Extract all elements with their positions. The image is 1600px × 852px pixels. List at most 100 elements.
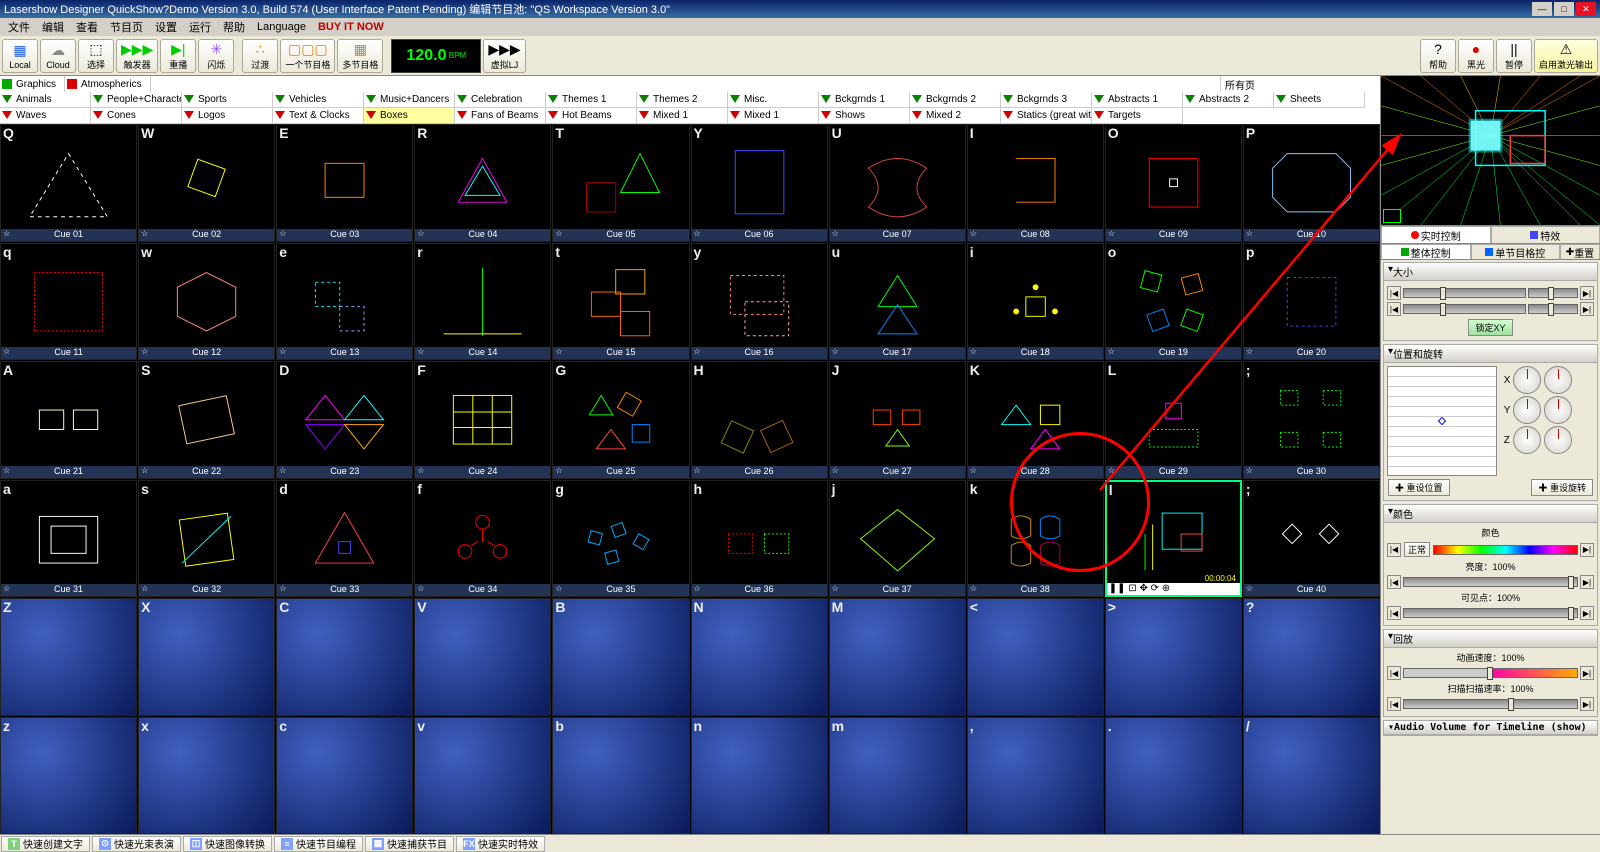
cue-cell-21[interactable]: SCue 22 xyxy=(138,361,275,479)
cue-cell-15[interactable]: yCue 16 xyxy=(691,243,828,361)
toolbtn-多节目格[interactable]: ▦多节目格 xyxy=(337,39,383,73)
cue-cell-28[interactable]: LCue 29 xyxy=(1105,361,1242,479)
cue-cell-16[interactable]: uCue 17 xyxy=(829,243,966,361)
cue-cell-22[interactable]: DCue 23 xyxy=(276,361,413,479)
position-grid[interactable] xyxy=(1387,366,1497,476)
menu-查看[interactable]: 查看 xyxy=(70,19,104,35)
cue-cell-46[interactable]: M xyxy=(829,598,966,716)
bottombtn-快速光束表演[interactable]: ⊙快速光束表演 xyxy=(92,836,181,852)
cue-cell-20[interactable]: ACue 21 xyxy=(0,361,137,479)
cue-cell-48[interactable]: > xyxy=(1105,598,1242,716)
page-selector[interactable]: 所有页 xyxy=(1220,76,1380,92)
dial-y1[interactable] xyxy=(1513,396,1541,424)
subtab-Themes 1[interactable]: Themes 1 xyxy=(546,92,637,108)
cue-cell-17[interactable]: iCue 18 xyxy=(967,243,1104,361)
toolbtn-一个节目格[interactable]: ▢▢▢一个节目格 xyxy=(280,39,335,73)
tab-fx[interactable]: 特效 xyxy=(1491,226,1600,243)
reset-rotation-button[interactable]: ✚ 重设旋转 xyxy=(1531,479,1593,496)
subtab-Boxes[interactable]: Boxes xyxy=(364,108,455,124)
subtab-Abstracts 2[interactable]: Abstracts 2 xyxy=(1183,92,1274,108)
cue-cell-51[interactable]: x xyxy=(138,717,275,835)
menu-编辑[interactable]: 编辑 xyxy=(36,19,70,35)
cue-cell-58[interactable]: . xyxy=(1105,717,1242,835)
cue-cell-23[interactable]: FCue 24 xyxy=(414,361,551,479)
subtab-cue[interactable]: 单节目格控 xyxy=(1471,244,1561,259)
cue-cell-34[interactable]: gCue 35 xyxy=(552,480,689,598)
bottombtn-快速节目编程[interactable]: ≡快速节目编程 xyxy=(274,836,363,852)
toolbtn-暂停[interactable]: ||暂停 xyxy=(1496,39,1532,73)
section-color-header[interactable]: 颜色 xyxy=(1384,505,1597,523)
visible-slider[interactable]: |◀▶| xyxy=(1387,606,1594,620)
toolbtn-闪烁[interactable]: ✳闪烁 xyxy=(198,39,234,73)
cue-cell-1[interactable]: WCue 02 xyxy=(138,124,275,242)
subtab-Hot Beams[interactable]: Hot Beams xyxy=(546,108,637,124)
cue-controls[interactable]: ❚❚ ⊡ ✥ ⟳ ⊕ xyxy=(1107,583,1240,595)
reset-position-button[interactable]: ✚ 重设位置 xyxy=(1388,479,1450,496)
subtab-Shows[interactable]: Shows xyxy=(819,108,910,124)
menu-节目页[interactable]: 节目页 xyxy=(104,19,149,35)
cue-cell-4[interactable]: TCue 05 xyxy=(552,124,689,242)
subtab-Music+Dancers[interactable]: Music+Dancers xyxy=(364,92,455,108)
subtab-Sheets[interactable]: Sheets xyxy=(1274,92,1365,108)
brightness-slider[interactable]: |◀▶| xyxy=(1387,575,1594,589)
cue-cell-19[interactable]: pCue 20 xyxy=(1243,243,1380,361)
cue-cell-3[interactable]: RCue 04 xyxy=(414,124,551,242)
section-playback-header[interactable]: 回放 xyxy=(1384,630,1597,648)
cue-cell-14[interactable]: tCue 15 xyxy=(552,243,689,361)
toolbtn-重播[interactable]: ▶|重播 xyxy=(160,39,196,73)
bottombtn-快速创建文字[interactable]: T快速创建文字 xyxy=(1,836,90,852)
cue-cell-41[interactable]: X xyxy=(138,598,275,716)
toolbtn-过渡[interactable]: ∴过渡 xyxy=(242,39,278,73)
cue-cell-37[interactable]: kCue 38 xyxy=(967,480,1104,598)
size-y-slider[interactable]: |◀▶| xyxy=(1387,302,1594,316)
cue-cell-40[interactable]: Z xyxy=(0,598,137,716)
subtab-Mixed 1[interactable]: Mixed 1 xyxy=(728,108,819,124)
menu-设置[interactable]: 设置 xyxy=(149,19,183,35)
cue-cell-18[interactable]: oCue 19 xyxy=(1105,243,1242,361)
minimize-button[interactable]: — xyxy=(1532,2,1552,16)
cue-cell-43[interactable]: V xyxy=(414,598,551,716)
cue-cell-52[interactable]: c xyxy=(276,717,413,835)
cue-cell-12[interactable]: eCue 13 xyxy=(276,243,413,361)
cue-cell-8[interactable]: OCue 09 xyxy=(1105,124,1242,242)
dial-z2[interactable] xyxy=(1544,426,1572,454)
cue-cell-30[interactable]: aCue 31 xyxy=(0,480,137,598)
subtab-Text & Clocks[interactable]: Text & Clocks xyxy=(273,108,364,124)
cue-cell-10[interactable]: qCue 11 xyxy=(0,243,137,361)
size-x-slider[interactable]: |◀▶| xyxy=(1387,286,1594,300)
cue-cell-11[interactable]: wCue 12 xyxy=(138,243,275,361)
menu-运行[interactable]: 运行 xyxy=(183,19,217,35)
color-slider[interactable]: |◀正常▶| xyxy=(1387,541,1594,558)
dial-x2[interactable] xyxy=(1544,366,1572,394)
toolbtn-触发器[interactable]: ▶▶▶触发器 xyxy=(116,39,158,73)
subtab-People+Characters[interactable]: People+Characters xyxy=(91,92,182,108)
preview-thumb[interactable] xyxy=(1383,209,1401,223)
cue-cell-35[interactable]: hCue 36 xyxy=(691,480,828,598)
cue-cell-31[interactable]: sCue 32 xyxy=(138,480,275,598)
subtab-Bckgrnds 2[interactable]: Bckgrnds 2 xyxy=(910,92,1001,108)
menu-帮助[interactable]: 帮助 xyxy=(217,19,251,35)
subtab-Themes 2[interactable]: Themes 2 xyxy=(637,92,728,108)
cue-cell-36[interactable]: jCue 37 xyxy=(829,480,966,598)
cue-cell-32[interactable]: dCue 33 xyxy=(276,480,413,598)
subtab-Mixed 2[interactable]: Mixed 2 xyxy=(910,108,1001,124)
cue-cell-13[interactable]: rCue 14 xyxy=(414,243,551,361)
dial-x1[interactable] xyxy=(1513,366,1541,394)
cue-cell-38[interactable]: lCue 3900:00:04❚❚ ⊡ ✥ ⟳ ⊕ xyxy=(1105,480,1242,598)
cue-cell-54[interactable]: b xyxy=(552,717,689,835)
subtab-Bckgrnds 1[interactable]: Bckgrnds 1 xyxy=(819,92,910,108)
close-button[interactable]: ✕ xyxy=(1576,2,1596,16)
cue-cell-7[interactable]: ICue 08 xyxy=(967,124,1104,242)
cue-cell-53[interactable]: v xyxy=(414,717,551,835)
bottombtn-快速实时特效[interactable]: FX快速实时特效 xyxy=(456,836,545,852)
cue-cell-2[interactable]: ECue 03 xyxy=(276,124,413,242)
section-audio-header[interactable]: Audio Volume for Timeline (show) xyxy=(1384,721,1597,735)
toolbtn-黑光[interactable]: ●黑光 xyxy=(1458,39,1494,73)
reset-button[interactable]: ✚ 重置 xyxy=(1560,244,1600,259)
cue-cell-45[interactable]: N xyxy=(691,598,828,716)
subtab-Targets[interactable]: Targets xyxy=(1092,108,1183,124)
bottombtn-快速捕获节目[interactable]: ▦快速捕获节目 xyxy=(365,836,454,852)
cue-cell-56[interactable]: m xyxy=(829,717,966,835)
subtab-Waves[interactable]: Waves xyxy=(0,108,91,124)
toolbtn-选择[interactable]: ⬚选择 xyxy=(78,39,114,73)
